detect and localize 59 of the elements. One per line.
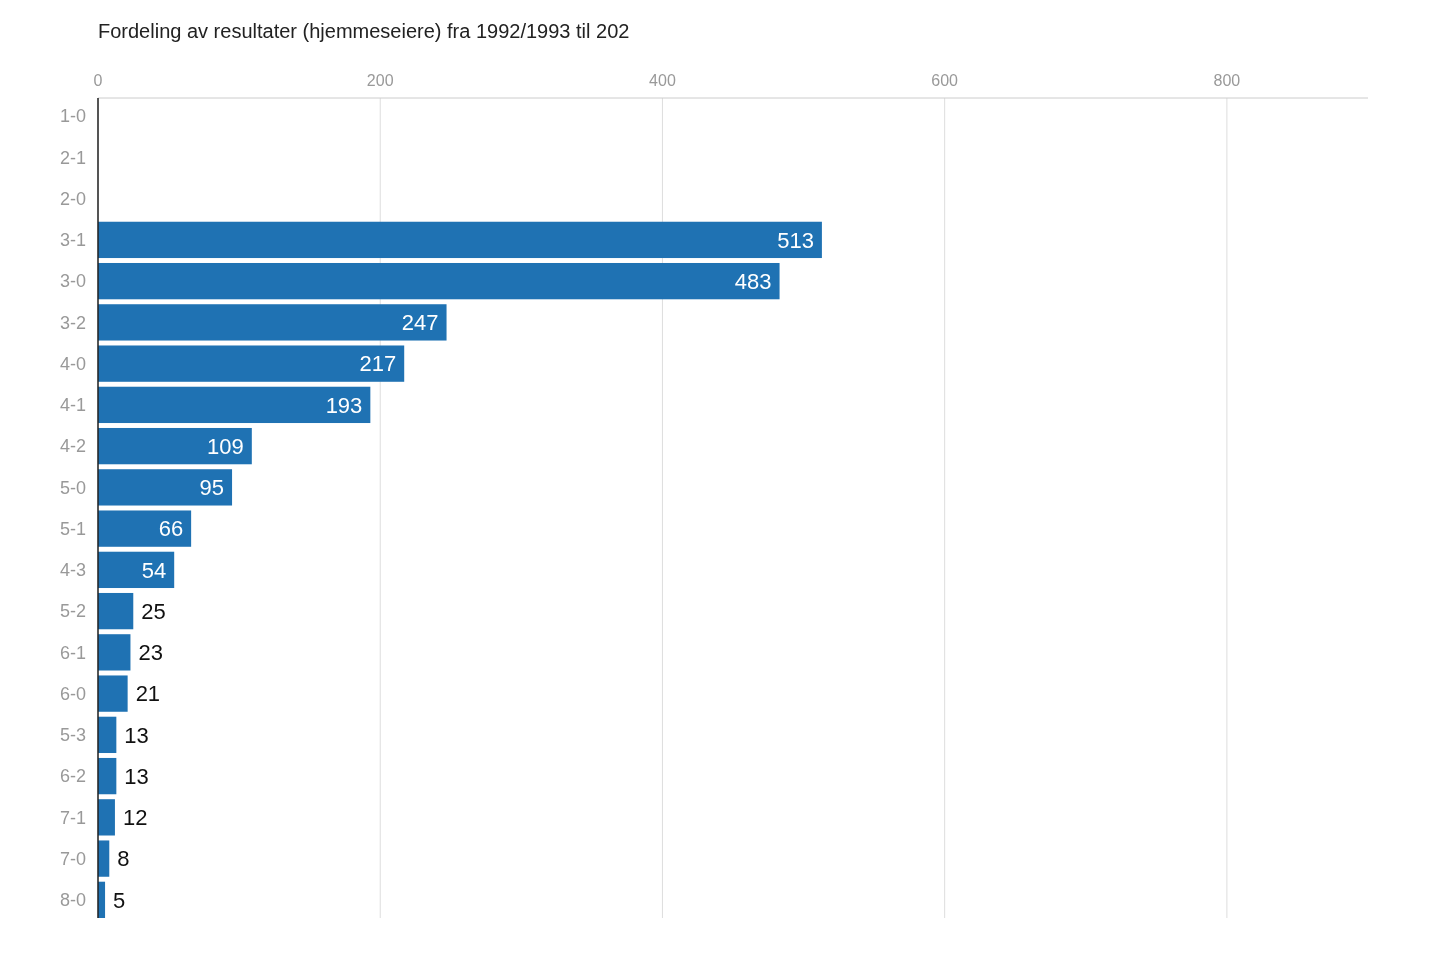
- y-tick-label: 1-0: [59, 106, 86, 127]
- y-tick-label: 8-0: [59, 890, 86, 911]
- data-label: 109: [207, 433, 244, 459]
- data-label: 513: [777, 227, 814, 253]
- bar: [98, 510, 192, 547]
- y-tick-label: 2-1: [59, 147, 86, 168]
- bar: [98, 469, 233, 506]
- bar: [98, 221, 822, 259]
- data-label: 23: [138, 640, 163, 666]
- bar: [98, 386, 371, 424]
- bar: [98, 262, 780, 300]
- y-tick-label: 7-1: [59, 807, 86, 828]
- bar: [98, 427, 252, 465]
- y-tick-label: 5-0: [59, 477, 86, 498]
- bar: [98, 304, 447, 341]
- data-label: 247: [401, 310, 439, 336]
- y-tick-label: 4-1: [59, 395, 86, 416]
- data-label: 21: [135, 681, 161, 707]
- bar: [98, 757, 117, 795]
- data-label: 54: [141, 557, 167, 583]
- y-tick-label: 6-0: [59, 683, 86, 704]
- data-label: 95: [199, 475, 225, 501]
- y-tick-label: 5-2: [59, 601, 86, 622]
- bar: [98, 634, 131, 671]
- y-tick-label: 3-2: [59, 312, 86, 333]
- data-label: 66: [158, 516, 184, 542]
- data-label: 193: [325, 392, 363, 418]
- y-tick-label: 4-2: [59, 436, 86, 457]
- y-tick-label: 3-0: [59, 271, 86, 292]
- data-label: 5: [113, 887, 126, 913]
- data-label: 13: [124, 763, 149, 789]
- y-tick-label: 6-2: [59, 766, 86, 787]
- y-tick-label: 4-0: [59, 353, 86, 374]
- x-tick-label: 800: [1213, 72, 1241, 89]
- bar: [98, 799, 115, 836]
- x-tick-label: 600: [931, 72, 959, 89]
- x-tick-label: 0: [93, 72, 103, 89]
- bar: [98, 345, 405, 382]
- y-tick-label: 2-0: [59, 188, 86, 209]
- bar: [98, 675, 128, 712]
- chart-title: Fordeling av resultater (hjemmeseiere) fra 1992/1993 til 202: [98, 20, 630, 42]
- x-tick-label: 200: [366, 72, 394, 89]
- data-label: 13: [124, 722, 149, 748]
- data-label: 8: [117, 846, 130, 872]
- bar: [98, 551, 175, 589]
- bar: [98, 592, 134, 630]
- data-label: 12: [122, 805, 148, 831]
- y-tick-label: 7-0: [59, 848, 86, 869]
- data-label: 483: [734, 268, 772, 294]
- y-tick-label: 6-1: [59, 642, 86, 663]
- y-tick-label: 5-1: [59, 518, 86, 539]
- data-label: 25: [141, 598, 166, 624]
- bar: [98, 840, 110, 877]
- x-tick-label: 400: [649, 72, 676, 89]
- data-label: 217: [359, 351, 397, 377]
- y-tick-label: 3-1: [59, 230, 86, 251]
- y-tick-label: 4-3: [59, 560, 86, 581]
- bar: [98, 716, 117, 754]
- y-tick-label: 5-3: [59, 725, 86, 746]
